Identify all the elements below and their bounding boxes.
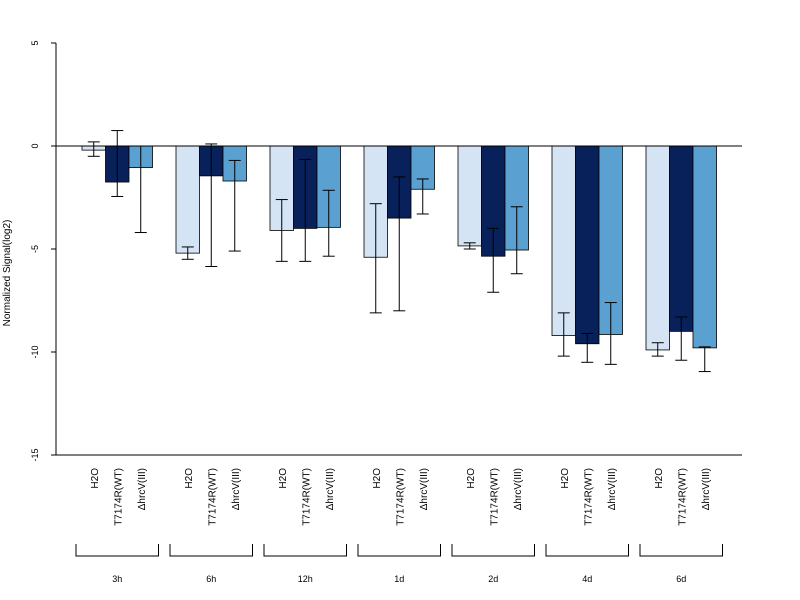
category-label: H2O	[278, 468, 289, 489]
group-label: 3h	[112, 574, 122, 584]
group-label: 4d	[582, 574, 592, 584]
category-label: T7174R(WT)	[583, 468, 594, 526]
group-bracket	[639, 544, 723, 557]
y-axis: 5 0 -5 -10 -15	[30, 40, 57, 462]
group-bracket	[75, 544, 159, 557]
y-axis-title: Normalized Signal(log2)	[2, 220, 13, 327]
category-label: H2O	[372, 468, 383, 489]
group-label: 6d	[676, 574, 686, 584]
group-brackets: 3h 6h 12h 1d 2d 4d 6d	[75, 544, 723, 584]
bar	[669, 145, 694, 332]
category-label: H2O	[560, 468, 571, 489]
group-label: 1d	[394, 574, 404, 584]
group-bracket	[545, 544, 629, 557]
bar	[575, 145, 600, 345]
category-label: ΔhrcV(III)	[701, 468, 712, 510]
category-label: ΔhrcV(III)	[513, 468, 524, 510]
category-label: T7174R(WT)	[677, 468, 688, 526]
category-label: ΔhrcV(III)	[137, 468, 148, 510]
bar	[175, 145, 200, 254]
category-label: T7174R(WT)	[207, 468, 218, 526]
group-bracket	[451, 544, 535, 557]
y-tick-label: 5	[30, 40, 40, 45]
category-labels: H2O T7174R(WT) ΔhrcV(III) H2O T7174R(WT) Δhrc…	[90, 468, 712, 526]
group-label: 6h	[206, 574, 216, 584]
category-label: T7174R(WT)	[301, 468, 312, 526]
bar	[692, 145, 717, 349]
y-tick-label: -15	[30, 448, 40, 461]
bar	[457, 145, 482, 247]
bar	[645, 145, 670, 351]
category-label: ΔhrcV(III)	[231, 468, 242, 510]
category-label: T7174R(WT)	[395, 468, 406, 526]
group-bracket	[357, 544, 441, 557]
category-label: H2O	[654, 468, 665, 489]
category-label: H2O	[184, 468, 195, 489]
category-label: ΔhrcV(III)	[419, 468, 430, 510]
y-tick-label: -10	[30, 345, 40, 358]
category-label: H2O	[466, 468, 477, 489]
y-tick-label: 0	[30, 143, 40, 148]
category-label: ΔhrcV(III)	[325, 468, 336, 510]
bar	[551, 145, 576, 336]
y-tick-label: -5	[30, 245, 40, 253]
group-bracket	[169, 544, 253, 557]
category-label: ΔhrcV(III)	[607, 468, 618, 510]
category-label: T7174R(WT)	[113, 468, 124, 526]
category-label: T7174R(WT)	[489, 468, 500, 526]
group-label: 12h	[298, 574, 313, 584]
error-bars	[87, 130, 711, 373]
group-label: 2d	[488, 574, 498, 584]
group-bracket	[263, 544, 347, 557]
category-label: H2O	[90, 468, 101, 489]
